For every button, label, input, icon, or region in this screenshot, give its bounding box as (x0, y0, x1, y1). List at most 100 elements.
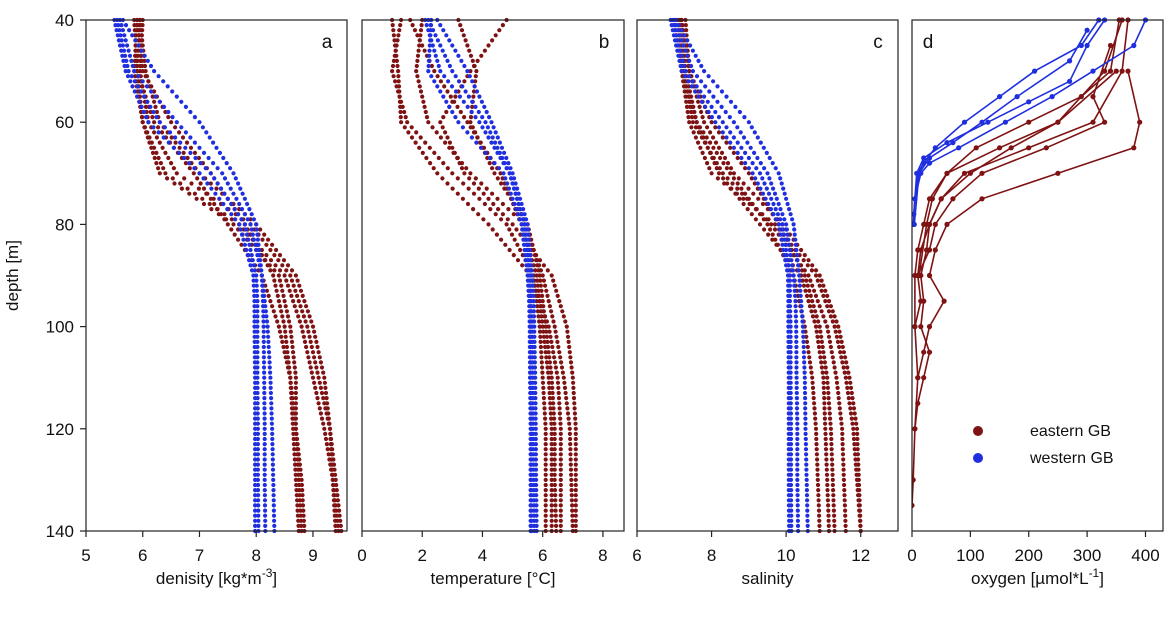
western-gb-point (530, 370, 535, 375)
western-gb-point (177, 150, 182, 155)
eastern-gb-point (292, 452, 297, 457)
western-gb-point (508, 166, 513, 171)
eastern-gb-point (542, 401, 547, 406)
eastern-gb-point (293, 380, 298, 385)
eastern-gb-point (827, 406, 832, 411)
western-gb-point (530, 385, 535, 390)
western-gb-point (693, 53, 698, 58)
eastern-gb-point (830, 467, 835, 472)
eastern-gb-point (543, 447, 548, 452)
eastern-gb-point (826, 513, 831, 518)
eastern-gb-point (826, 518, 831, 523)
western-gb-point (256, 503, 261, 508)
eastern-gb-point (313, 334, 318, 339)
western-gb-point (446, 79, 451, 84)
western-gb-point (249, 212, 254, 217)
western-gb-point (784, 263, 789, 268)
western-gb-point (777, 227, 782, 232)
eastern-gb-point (541, 385, 546, 390)
eastern-gb-point (166, 115, 171, 120)
western-gb-point (526, 227, 531, 232)
western-gb-point (735, 140, 740, 145)
western-gb-point (530, 360, 535, 365)
eastern-gb-point (772, 222, 778, 227)
eastern-gb-point (430, 125, 435, 130)
western-gb-point (719, 89, 725, 94)
eastern-gb-point (552, 442, 557, 447)
eastern-gb-point (284, 278, 289, 283)
eastern-gb-point (333, 518, 338, 523)
western-gb-point (242, 242, 247, 247)
western-gb-point (146, 120, 151, 125)
western-gb-point (787, 518, 792, 523)
eastern-gb-point (450, 186, 455, 191)
western-gb-point (803, 431, 808, 436)
eastern-gb-point (1125, 68, 1131, 74)
eastern-gb-point (705, 125, 710, 130)
western-gb-point (488, 130, 493, 135)
western-gb-point (528, 513, 533, 518)
western-gb-point (758, 186, 763, 191)
eastern-gb-point (552, 457, 557, 462)
eastern-gb-point (756, 196, 761, 201)
eastern-gb-point (540, 293, 545, 298)
eastern-gb-point (814, 329, 819, 334)
western-gb-point (270, 431, 275, 436)
eastern-gb-point (810, 283, 815, 288)
western-gb-point (269, 396, 274, 401)
western-gb-point (459, 58, 464, 64)
western-gb-point (253, 431, 258, 436)
eastern-gb-point (200, 196, 205, 201)
eastern-gb-point (308, 339, 313, 344)
eastern-gb-point (391, 33, 396, 38)
eastern-gb-point (834, 380, 840, 385)
western-gb-point (1026, 99, 1032, 105)
eastern-gb-point (736, 176, 741, 181)
western-gb-point (266, 350, 272, 355)
western-gb-point (253, 457, 258, 462)
eastern-gb-point (812, 401, 817, 406)
eastern-gb-point (684, 104, 690, 109)
western-gb-point (270, 426, 275, 431)
western-gb-point (753, 176, 758, 181)
eastern-gb-point (441, 161, 446, 166)
western-gb-point (795, 508, 800, 513)
western-gb-point (252, 344, 257, 350)
western-gb-point (170, 89, 175, 94)
western-gb-point (266, 339, 271, 344)
eastern-gb-point (444, 109, 449, 115)
western-gb-point (676, 53, 681, 58)
panel-letter-a: a (322, 32, 333, 53)
eastern-gb-point (856, 472, 861, 477)
western-gb-point (794, 324, 799, 329)
western-gb-point (675, 48, 680, 53)
western-gb-point (242, 212, 247, 217)
western-gb-point (133, 38, 138, 43)
eastern-gb-point (541, 263, 547, 268)
eastern-gb-point (550, 344, 555, 350)
western-gb-point (530, 401, 536, 406)
eastern-gb-point (156, 166, 161, 171)
eastern-gb-point (746, 186, 751, 191)
western-gb-point (270, 436, 275, 442)
eastern-gb-point (1026, 145, 1032, 151)
eastern-gb-point (830, 482, 836, 488)
eastern-gb-point (1102, 119, 1108, 125)
eastern-gb-point (961, 170, 968, 176)
eastern-gb-point (558, 416, 563, 421)
eastern-gb-point (686, 94, 691, 99)
western-gb-point (251, 217, 256, 222)
eastern-gb-point (420, 150, 425, 155)
western-gb-point (450, 109, 455, 115)
western-gb-point (132, 79, 137, 84)
western-gb-point (686, 79, 691, 84)
western-gb-point (256, 513, 261, 518)
eastern-gb-point (840, 431, 845, 436)
western-gb-point (253, 447, 258, 452)
eastern-gb-point (308, 365, 313, 370)
x-tick-label: 8 (598, 546, 607, 565)
eastern-gb-point (572, 411, 578, 416)
eastern-gb-point (831, 498, 836, 503)
eastern-gb-point (842, 370, 847, 375)
western-gb-point (785, 268, 790, 273)
